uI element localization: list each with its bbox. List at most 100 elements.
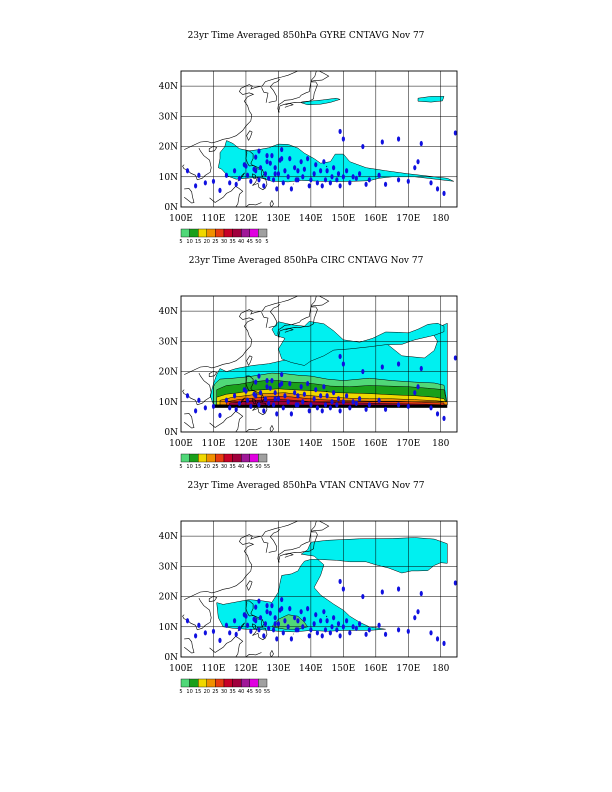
lat-label: 0N bbox=[164, 203, 178, 213]
storm-marker bbox=[249, 403, 253, 409]
storm-marker bbox=[268, 385, 272, 391]
storm-marker bbox=[280, 146, 284, 153]
storm-marker bbox=[257, 627, 261, 633]
storm-marker bbox=[383, 181, 388, 187]
storm-marker bbox=[257, 598, 261, 604]
storm-marker bbox=[345, 618, 349, 624]
storm-marker bbox=[276, 621, 281, 627]
storm-marker bbox=[293, 615, 297, 621]
storm-marker bbox=[323, 402, 328, 408]
storm-marker bbox=[211, 628, 216, 634]
lat-label: 40N bbox=[159, 307, 178, 317]
storm-marker bbox=[228, 180, 232, 186]
storm-marker bbox=[270, 378, 274, 384]
colorbar-cell bbox=[240, 453, 250, 463]
storm-marker bbox=[273, 390, 277, 396]
storm-marker bbox=[270, 153, 274, 159]
storm-marker bbox=[197, 622, 201, 628]
coastline bbox=[208, 145, 218, 152]
storm-marker bbox=[263, 171, 268, 177]
storm-marker bbox=[232, 393, 237, 399]
storm-marker bbox=[419, 365, 423, 372]
storm-marker bbox=[271, 177, 276, 183]
storm-marker bbox=[307, 183, 311, 189]
storm-marker bbox=[332, 615, 336, 621]
storm-marker bbox=[185, 618, 190, 624]
lon-label: 140E bbox=[299, 664, 323, 674]
storm-marker bbox=[429, 630, 433, 636]
map-frame bbox=[180, 295, 458, 433]
storm-marker bbox=[283, 393, 287, 399]
lon-label: 150E bbox=[331, 439, 355, 449]
storm-marker bbox=[351, 174, 355, 180]
lon-label: 130E bbox=[267, 439, 291, 449]
storm-marker bbox=[338, 183, 342, 189]
colorbar-label: 25 bbox=[212, 689, 218, 695]
colorbar-label: 55 bbox=[264, 689, 270, 695]
storm-marker bbox=[315, 405, 319, 411]
storm-marker bbox=[275, 636, 279, 642]
lon-label: 110E bbox=[202, 664, 226, 674]
storm-marker bbox=[406, 403, 410, 409]
storm-marker bbox=[276, 396, 281, 402]
storm-marker bbox=[335, 402, 339, 408]
storm-marker bbox=[435, 411, 440, 417]
storm-marker bbox=[263, 396, 268, 402]
storm-marker bbox=[254, 604, 258, 610]
storm-marker bbox=[348, 405, 352, 411]
storm-marker bbox=[268, 610, 272, 616]
coastline bbox=[310, 521, 330, 532]
storm-marker bbox=[237, 625, 242, 631]
storm-marker bbox=[338, 633, 342, 639]
coastline bbox=[252, 177, 268, 191]
coastline bbox=[252, 402, 268, 416]
coastline bbox=[261, 87, 269, 103]
storm-marker bbox=[307, 408, 311, 414]
colorbar-cell bbox=[215, 453, 225, 463]
coastline bbox=[292, 183, 294, 185]
colorbar-cell bbox=[223, 678, 233, 688]
lat-label: 0N bbox=[164, 428, 178, 438]
storm-marker bbox=[254, 168, 258, 174]
storm-marker bbox=[435, 636, 440, 642]
storm-marker bbox=[354, 175, 358, 181]
storm-marker bbox=[301, 624, 305, 630]
storm-marker bbox=[296, 618, 300, 624]
lat-label: 20N bbox=[159, 143, 178, 153]
storm-marker bbox=[296, 168, 300, 174]
storm-marker bbox=[315, 630, 319, 636]
storm-marker bbox=[249, 628, 253, 634]
storm-marker bbox=[296, 402, 300, 408]
gyre-contour-northeast bbox=[417, 96, 445, 103]
lat-label: 0N bbox=[164, 653, 178, 663]
storm-marker bbox=[364, 406, 368, 412]
storm-marker bbox=[302, 391, 306, 397]
map-circ: 100E 110E 120E 130E 140E 150E 160E 170E 180 0N 10N… bbox=[159, 295, 458, 470]
storm-marker bbox=[345, 168, 349, 174]
storm-marker bbox=[396, 177, 401, 183]
coastline bbox=[269, 200, 274, 207]
coastline bbox=[246, 355, 253, 366]
colorbar-cell bbox=[215, 678, 225, 688]
storm-marker bbox=[320, 408, 324, 414]
storm-marker bbox=[345, 393, 349, 399]
storm-marker bbox=[354, 400, 358, 406]
storm-marker bbox=[281, 630, 285, 636]
coastline bbox=[209, 636, 244, 657]
coastline bbox=[325, 390, 328, 393]
storm-marker bbox=[328, 630, 332, 636]
storm-marker bbox=[234, 406, 238, 412]
colorbar-label: 50 bbox=[255, 239, 261, 245]
storm-marker bbox=[364, 181, 368, 187]
storm-marker bbox=[232, 168, 237, 174]
coastline bbox=[252, 627, 268, 641]
storm-marker bbox=[306, 606, 310, 612]
colorbar-label: 25 bbox=[212, 239, 218, 245]
storm-marker bbox=[296, 627, 300, 633]
storm-marker bbox=[281, 180, 285, 186]
storm-marker bbox=[319, 393, 323, 399]
storm-marker bbox=[377, 397, 381, 403]
storm-marker bbox=[338, 408, 342, 414]
storm-marker bbox=[336, 396, 341, 402]
storm-marker bbox=[396, 402, 401, 408]
